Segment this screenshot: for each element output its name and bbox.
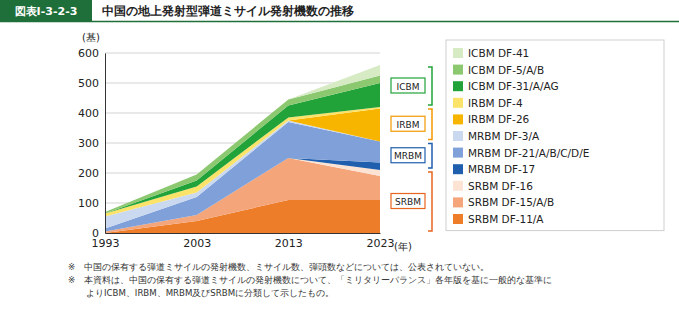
group-label: ICBM bbox=[397, 82, 420, 92]
legend: ICBM DF-41 ICBM DF-5/A/B ICBM DF-31/A/AG IR… bbox=[446, 40, 664, 231]
areas bbox=[105, 65, 380, 233]
tick: 2013 bbox=[275, 233, 303, 250]
tick: 400 bbox=[78, 107, 105, 120]
legend-swatch bbox=[453, 148, 463, 158]
tick: 100 bbox=[78, 197, 105, 210]
area bbox=[105, 76, 380, 214]
area bbox=[105, 121, 380, 229]
legend-swatch bbox=[453, 181, 463, 191]
group-box bbox=[391, 148, 425, 163]
y-axis: 0100200300400500600 bbox=[78, 47, 106, 240]
bracket bbox=[428, 67, 432, 105]
group-box bbox=[391, 78, 425, 93]
tick: 500 bbox=[78, 77, 105, 90]
y-axis-title: (基) bbox=[82, 32, 100, 43]
legend-box bbox=[446, 40, 664, 231]
note: ※ 中国の保有する弾道ミサイルの発射機数、ミサイル数、弾頭数などについては、公表… bbox=[68, 262, 489, 272]
tick-label: 2023 bbox=[367, 237, 395, 250]
bracket bbox=[428, 144, 432, 169]
legend-swatch bbox=[453, 164, 463, 174]
x-axis: 1993 2003 2013 2023 bbox=[92, 233, 395, 250]
legend-swatch bbox=[453, 98, 463, 108]
legend-swatch bbox=[453, 197, 463, 207]
group-label: MRBM bbox=[394, 151, 422, 161]
group-bracket: SRBM bbox=[391, 172, 432, 231]
legend-label: MRBM DF-21/A/B/C/D/E bbox=[468, 147, 589, 159]
group-bracket: IRBM bbox=[391, 109, 432, 140]
group-label: IRBM bbox=[397, 120, 420, 130]
tick: 2023 bbox=[367, 233, 395, 250]
group-bracket: ICBM bbox=[391, 67, 432, 105]
tick-label: 2013 bbox=[275, 237, 303, 250]
group-bracket: MRBM bbox=[391, 144, 432, 169]
header-rule bbox=[0, 21, 679, 23]
legend-label: SRBM DF-15/A/B bbox=[468, 196, 554, 208]
legend-label: ICBM DF-31/A/AG bbox=[468, 80, 559, 92]
y-axis-line bbox=[105, 54, 106, 234]
group-box bbox=[391, 194, 425, 209]
legend-label: IRBM DF-4 bbox=[468, 97, 523, 109]
group-box bbox=[391, 116, 425, 131]
tick: 300 bbox=[78, 137, 105, 150]
note: よりICBM、IRBM、MRBM及びSRBMに分類して示したもの。 bbox=[68, 288, 334, 298]
tick-label: 500 bbox=[78, 77, 99, 90]
legend-label: ICBM DF-41 bbox=[468, 47, 529, 59]
legend-label: SRBM DF-11/A bbox=[468, 213, 544, 225]
x-axis-title: (年) bbox=[394, 241, 412, 252]
legend-swatch bbox=[453, 114, 463, 124]
tick-label: 600 bbox=[78, 47, 99, 60]
legend-label: MRBM DF-3/A bbox=[468, 130, 540, 142]
grid bbox=[105, 53, 380, 233]
x-axis-line bbox=[106, 233, 381, 234]
legend-swatch bbox=[453, 214, 463, 224]
area bbox=[105, 65, 380, 212]
area bbox=[105, 83, 380, 214]
bracket bbox=[428, 109, 432, 140]
tick: 200 bbox=[78, 167, 105, 180]
legend-swatch bbox=[453, 81, 463, 91]
legend-label: SRBM DF-16 bbox=[468, 180, 533, 192]
legend-label: MRBM DF-17 bbox=[468, 163, 535, 175]
legend-swatch bbox=[453, 65, 463, 75]
tick-label: 400 bbox=[78, 107, 99, 120]
label-box bbox=[0, 0, 92, 21]
legend-label: ICBM DF-5/A/B bbox=[468, 64, 544, 76]
tick: 600 bbox=[78, 47, 105, 60]
tick-label: 100 bbox=[78, 197, 99, 210]
legend-swatch bbox=[453, 131, 463, 141]
tick-label: 300 bbox=[78, 137, 99, 150]
legend-swatch bbox=[453, 48, 463, 58]
bracket bbox=[428, 172, 432, 231]
note: ※ 本資料は、中国の保有する弾道ミサイルの発射機数について、「ミリタリーバランス… bbox=[68, 275, 552, 285]
tick-label: 2003 bbox=[183, 237, 211, 250]
chart: 図表Ⅰ-3-2-3中国の地上発射型弾道ミサイル発射機数の推移0100200300… bbox=[0, 0, 679, 309]
group-label: SRBM bbox=[395, 197, 421, 207]
tick-label: 1993 bbox=[92, 237, 120, 250]
title: 中国の地上発射型弾道ミサイル発射機数の推移 bbox=[102, 4, 354, 18]
legend-label: IRBM DF-26 bbox=[468, 113, 530, 125]
tick-label: 200 bbox=[78, 167, 99, 180]
grid-line bbox=[105, 53, 380, 54]
tick: 2003 bbox=[183, 233, 211, 250]
tick: 1993 bbox=[92, 233, 120, 250]
figure-label: 図表Ⅰ-3-2-3 bbox=[15, 5, 78, 18]
